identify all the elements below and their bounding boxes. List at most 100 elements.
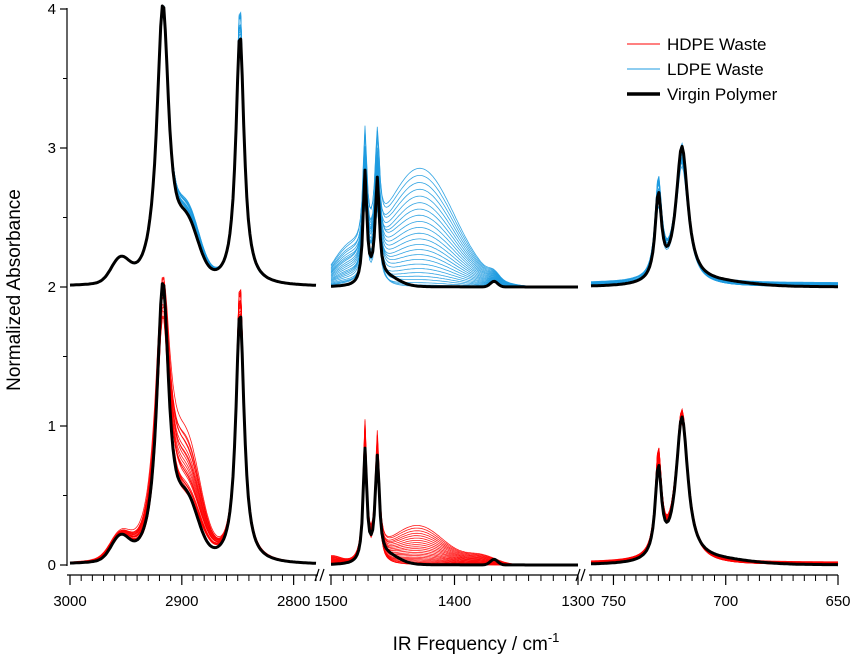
hdpe-waste-spectrum	[591, 415, 839, 565]
hdpe-waste-spectrum	[69, 277, 317, 564]
ldpe-waste-spectrum	[70, 10, 317, 286]
ldpe-waste-spectrum	[69, 5, 317, 286]
hdpe-waste-spectrum	[69, 295, 316, 564]
ldpe-waste-spectrum	[590, 155, 838, 284]
hdpe-waste-spectrum	[69, 290, 316, 564]
x-axis-label-superscript: -1	[548, 630, 560, 645]
ldpe-waste-spectrum	[70, 7, 316, 286]
ldpe-waste-spectrum	[69, 13, 316, 286]
ldpe-waste-spectrum	[69, 13, 317, 286]
ldpe-waste-spectrum	[590, 142, 838, 285]
hdpe-waste-spectrum	[69, 276, 317, 564]
data-layer	[69, 4, 839, 567]
hdpe-waste-spectrum	[69, 314, 316, 564]
hdpe-waste-spectrum	[591, 413, 838, 565]
ldpe-waste-spectrum	[591, 148, 838, 287]
x-tick-label: 650	[825, 593, 850, 610]
hdpe-waste-spectrum	[69, 297, 317, 564]
x-axis-label: IR Frequency / cm-1	[393, 630, 560, 655]
hdpe-waste-spectrum	[70, 277, 317, 564]
hdpe-waste-spectrum	[69, 283, 317, 564]
legend-label: HDPE Waste	[667, 35, 767, 54]
hdpe-waste-spectrum	[590, 413, 838, 564]
hdpe-waste-spectrum	[590, 411, 838, 564]
hdpe-waste-spectrum	[69, 277, 317, 564]
hdpe-waste-spectrum	[69, 290, 317, 564]
ldpe-waste-spectrum	[69, 11, 317, 286]
hdpe-waste-spectrum	[590, 419, 838, 565]
ldpe-waste-spectrum	[69, 5, 317, 286]
ldpe-waste-spectrum	[69, 5, 317, 286]
y-tick-label: 3	[48, 140, 56, 157]
ldpe-waste-spectrum	[69, 5, 317, 286]
hdpe-waste-spectrum	[591, 419, 838, 565]
ldpe-waste-spectrum	[69, 5, 317, 286]
hdpe-waste-spectrum	[590, 415, 838, 565]
hdpe-waste-spectrum	[69, 281, 317, 564]
hdpe-waste-spectrum	[69, 293, 317, 564]
virgin-polymer-spectrum	[590, 144, 838, 289]
hdpe-waste-spectrum	[590, 408, 838, 565]
legend-hdpe-waste: HDPE Waste	[627, 35, 767, 54]
ldpe-waste-spectrum	[69, 5, 317, 286]
ldpe-waste-spectrum	[70, 8, 316, 286]
ldpe-waste-spectrum	[590, 159, 838, 287]
hdpe-waste-spectrum	[591, 415, 838, 564]
x-tick-label: 2800	[277, 593, 310, 610]
y-axis-label: Normalized Absorbance	[4, 189, 25, 391]
virgin-polymer-spectrum	[69, 4, 317, 287]
x-tick-label: 1300	[561, 593, 594, 610]
hdpe-waste-spectrum	[70, 281, 317, 564]
ldpe-waste-spectrum	[69, 13, 317, 286]
x-ticks: 3000 2900 2800 1500 1400 1300 750 700 650	[53, 575, 851, 610]
ldpe-waste-spectrum	[591, 160, 838, 287]
ldpe-waste-spectrum	[69, 15, 316, 286]
hdpe-waste-spectrum	[69, 309, 316, 564]
ldpe-waste-spectrum	[70, 9, 317, 286]
x-tick-label: 700	[713, 593, 738, 610]
hdpe-waste-spectrum	[591, 418, 838, 565]
ldpe-waste-spectrum	[70, 7, 316, 286]
hdpe-waste-spectrum	[69, 281, 317, 564]
legend-label: LDPE Waste	[667, 60, 764, 79]
hdpe-waste-spectrum	[69, 292, 317, 564]
ldpe-waste-spectrum	[69, 5, 317, 286]
x-tick-label: 1500	[314, 593, 347, 610]
x-tick-label: 750	[601, 593, 626, 610]
hdpe-waste-spectrum	[69, 295, 317, 564]
x-tick-label: 2900	[165, 593, 198, 610]
series-virgin-polymer	[69, 4, 839, 567]
hdpe-waste-spectrum	[69, 314, 317, 564]
ldpe-waste-spectrum	[69, 14, 316, 286]
ldpe-waste-spectrum	[591, 143, 838, 287]
ldpe-waste-spectrum	[591, 160, 838, 285]
hdpe-waste-spectrum	[591, 410, 838, 564]
ldpe-waste-spectrum	[591, 150, 838, 283]
ldpe-waste-spectrum	[69, 14, 316, 286]
y-ticks: 0 1 2 3 4	[48, 1, 67, 574]
hdpe-waste-spectrum	[591, 411, 838, 563]
x-tick-label: 1400	[438, 593, 471, 610]
hdpe-waste-spectrum	[590, 412, 838, 563]
ldpe-waste-spectrum	[590, 142, 838, 285]
legend-virgin-polymer: Virgin Polymer	[627, 85, 778, 104]
series-hdpe-waste	[69, 276, 839, 566]
virgin-polymer-spectrum	[591, 415, 839, 567]
hdpe-waste-spectrum	[69, 294, 316, 564]
y-tick-label: 1	[48, 418, 56, 435]
ldpe-waste-spectrum	[591, 145, 838, 287]
y-tick-label: 0	[48, 557, 56, 574]
virgin-polymer-spectrum	[69, 282, 317, 565]
ldpe-waste-spectrum	[70, 7, 316, 286]
y-tick-label: 2	[48, 279, 56, 296]
hdpe-waste-spectrum	[590, 408, 838, 565]
ldpe-waste-spectrum	[590, 157, 838, 286]
ldpe-waste-spectrum	[591, 157, 838, 287]
hdpe-waste-spectrum	[591, 408, 838, 563]
hdpe-waste-spectrum	[591, 414, 838, 563]
hdpe-waste-spectrum	[590, 410, 838, 564]
hdpe-waste-spectrum	[590, 419, 838, 564]
virgin-polymer-spectrum	[331, 168, 578, 289]
